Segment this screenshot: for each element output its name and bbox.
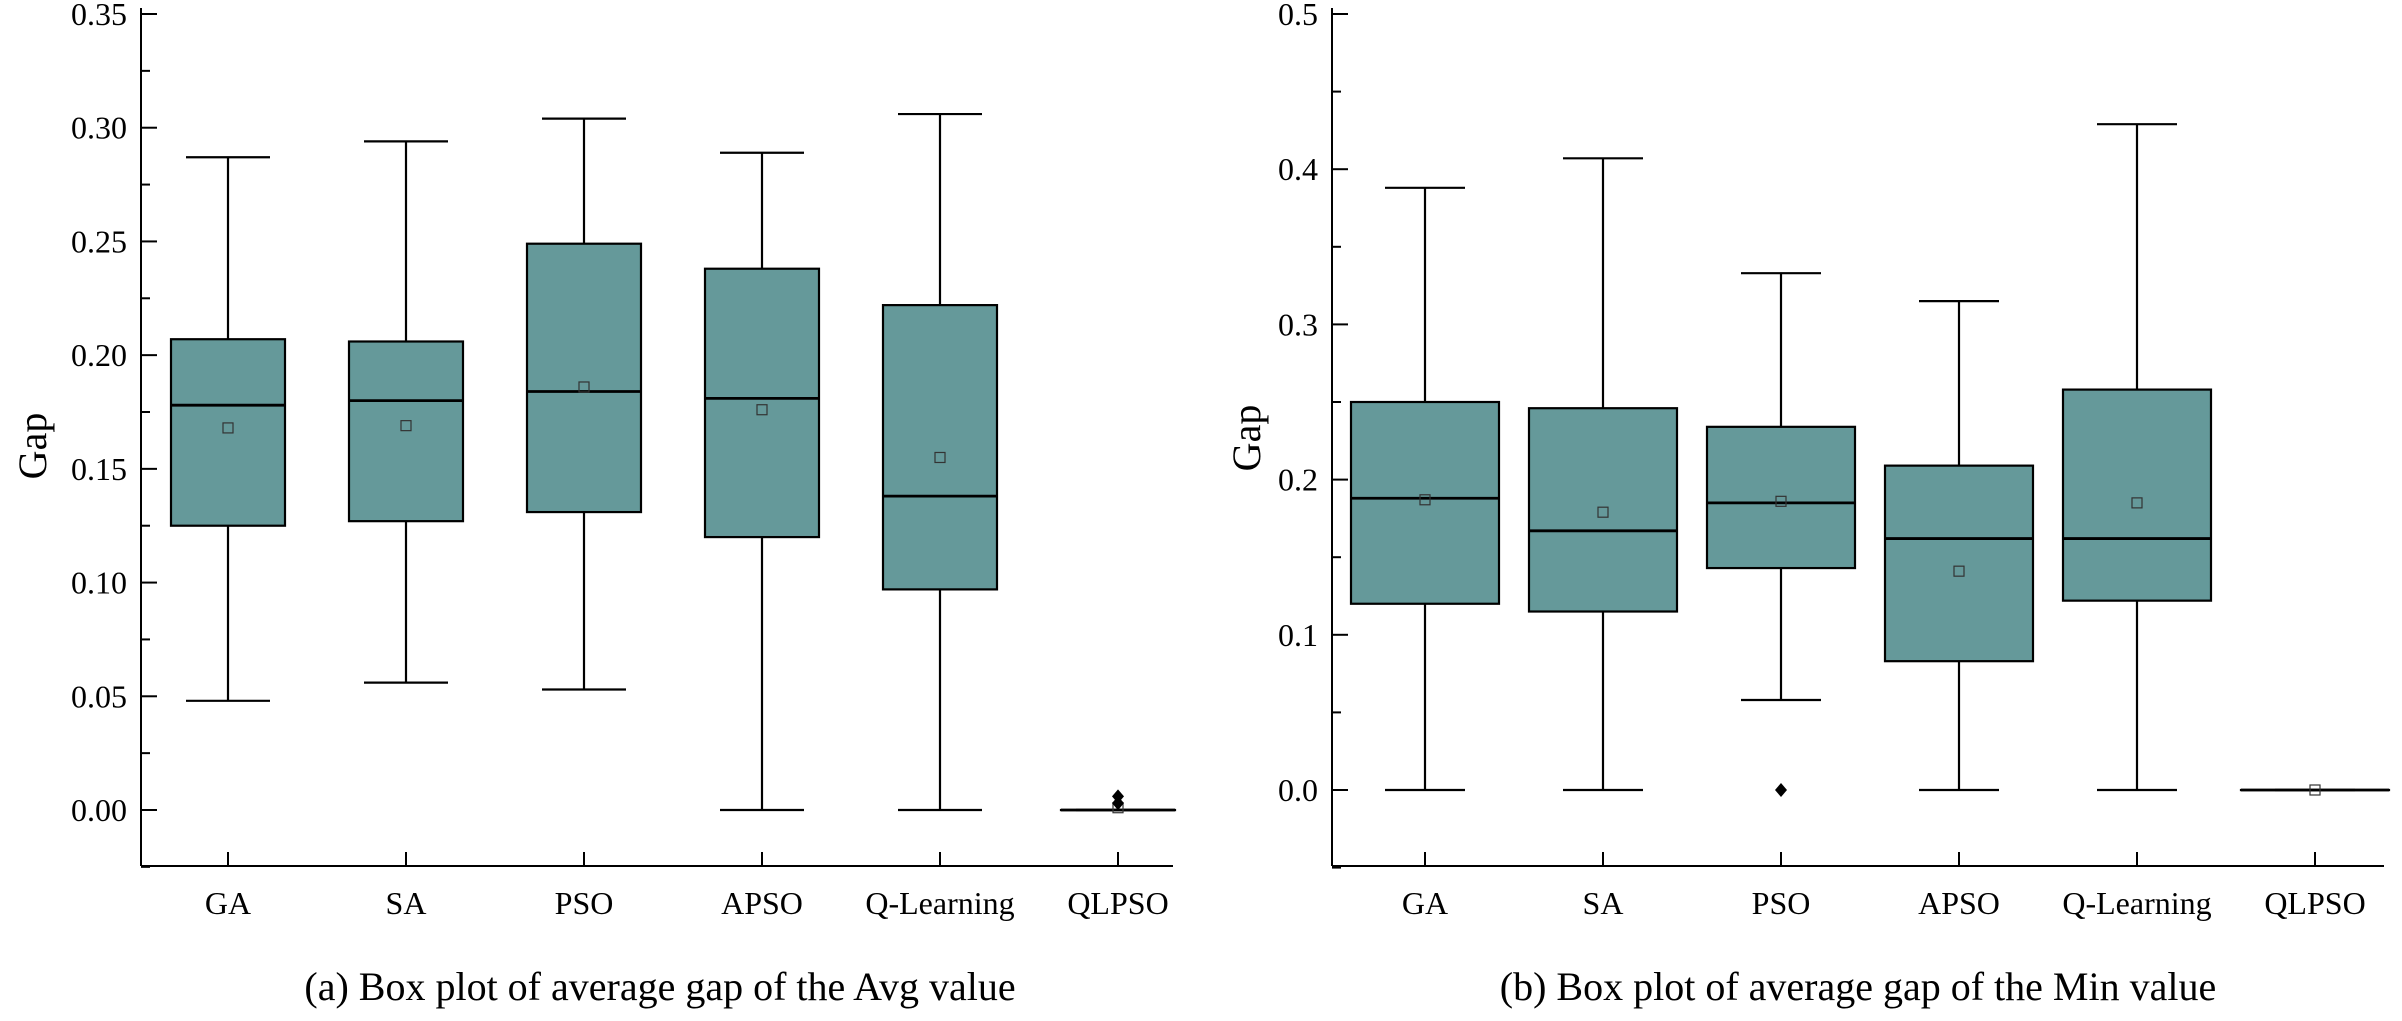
x-tick-label: GA xyxy=(205,885,251,921)
iqr-box xyxy=(2061,388,2213,602)
x-tick-label: SA xyxy=(386,885,427,921)
y-tick-label: 0.30 xyxy=(71,110,127,146)
outlier-point xyxy=(1112,789,1124,804)
iqr-box xyxy=(525,242,643,514)
y-tick-label: 0.5 xyxy=(1278,0,1318,32)
figure-caption: (a) Box plot of average gap of the Avg v… xyxy=(304,964,1015,1009)
figure-caption: (b) Box plot of average gap of the Min v… xyxy=(1500,964,2216,1009)
iqr-box xyxy=(1705,425,1857,570)
y-tick-label: 0.35 xyxy=(71,0,127,32)
box-sa: SA xyxy=(347,140,465,921)
x-tick-label: PSO xyxy=(555,885,614,921)
box-apso: APSO xyxy=(703,151,821,921)
mean-marker xyxy=(400,420,412,432)
mean-marker xyxy=(2131,497,2143,509)
y-tick-label: 0.1 xyxy=(1278,617,1318,653)
iqr-box xyxy=(1527,407,1679,613)
y-tick-label: 0.00 xyxy=(71,792,127,828)
box-qlpso: QLPSO xyxy=(2239,784,2391,921)
y-axis-title: Gap xyxy=(10,413,55,480)
box-pso: PSO xyxy=(525,117,643,921)
panel-a-avg-gap: 0.00 0.05 0.10 0.15 0.20 0.25 0.30 0.35 Gap GA SA P… xyxy=(10,0,1177,1009)
x-tick-label: QLPSO xyxy=(1067,885,1168,921)
y-axis-title: Gap xyxy=(1224,405,1269,472)
box-ga: GA xyxy=(169,156,287,921)
y-tick-label: 0.05 xyxy=(71,678,127,714)
x-tick-label: GA xyxy=(1402,885,1448,921)
y-tick-label: 0.4 xyxy=(1278,151,1318,187)
y-tick-label: 0.15 xyxy=(71,451,127,487)
iqr-box xyxy=(347,340,465,523)
box-qlpso: QLPSO xyxy=(1059,789,1177,921)
y-tick-label: 0.2 xyxy=(1278,462,1318,498)
mean-marker xyxy=(1419,494,1431,506)
mean-marker xyxy=(2309,784,2321,796)
iqr-box xyxy=(703,267,821,539)
mean-marker xyxy=(578,381,590,393)
x-tick-label: APSO xyxy=(721,885,803,921)
iqr-box xyxy=(1883,464,2035,663)
box-sa: SA xyxy=(1527,157,1679,921)
panel-b-min-gap: 0.0 0.1 0.2 0.3 0.4 0.5 Gap GA SA PSO APSO Q-Learni… xyxy=(1224,0,2391,1009)
y-tick-label: 0.3 xyxy=(1278,306,1318,342)
box-q-learning: Q-Learning xyxy=(865,112,1015,921)
mean-marker xyxy=(1597,506,1609,518)
box-ga: GA xyxy=(1349,186,1501,921)
x-tick-label: APSO xyxy=(1918,885,2000,921)
iqr-box xyxy=(1349,400,1501,605)
mean-marker xyxy=(756,404,768,416)
box-apso: APSO xyxy=(1883,300,2035,921)
x-tick-label: Q-Learning xyxy=(2062,885,2211,921)
mean-marker xyxy=(222,422,234,434)
outlier-point xyxy=(1775,783,1787,797)
iqr-box xyxy=(881,304,999,591)
mean-marker xyxy=(934,451,946,464)
y-tick-label: 0.25 xyxy=(71,223,127,259)
x-tick-label: QLPSO xyxy=(2264,885,2365,921)
y-tick-label: 0.20 xyxy=(71,337,127,373)
mean-marker xyxy=(1953,565,1965,577)
mean-marker xyxy=(1775,495,1787,507)
y-tick-label: 0.10 xyxy=(71,565,127,601)
x-tick-label: PSO xyxy=(1752,885,1811,921)
box-q-learning: Q-Learning xyxy=(2061,123,2213,921)
x-tick-label: Q-Learning xyxy=(865,885,1014,921)
box-pso: PSO xyxy=(1705,272,1857,921)
y-tick-label: 0.0 xyxy=(1278,772,1318,808)
x-tick-label: SA xyxy=(1583,885,1624,921)
